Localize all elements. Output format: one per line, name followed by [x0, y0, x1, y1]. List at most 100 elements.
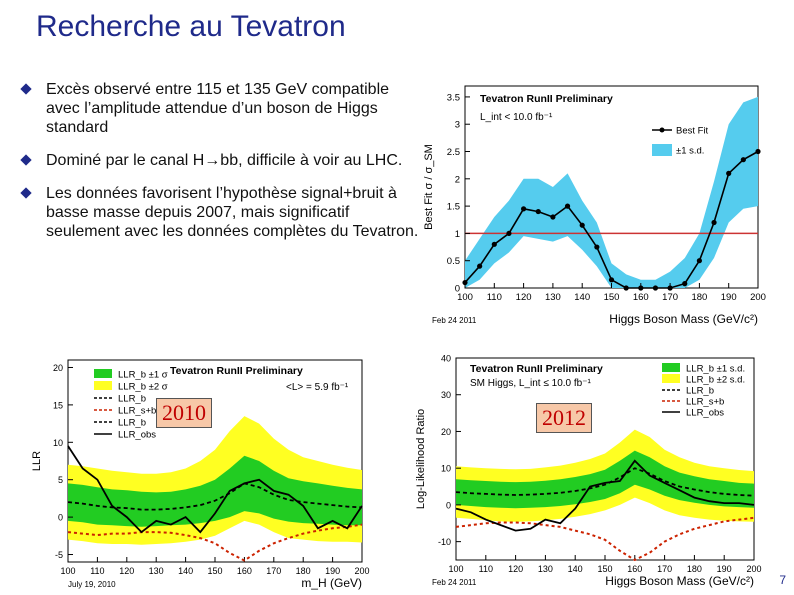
x-tick-label: 190	[325, 566, 340, 576]
llr-sb-line	[455, 516, 755, 562]
x-tick-label: 150	[207, 566, 222, 576]
legend-label: LLR_obs	[118, 430, 156, 441]
best-fit-point	[608, 277, 615, 283]
best-fit-point	[579, 222, 585, 228]
diamond-bullet-icon	[20, 187, 32, 199]
legend-swatch-band	[652, 144, 672, 156]
bullet-item: Excès observé entre 115 et 135 GeV compa…	[20, 80, 420, 137]
x-tick-label: 110	[90, 566, 104, 576]
y-tick-label: 30	[441, 390, 451, 400]
year-label-2010: 2010	[156, 398, 212, 428]
best-fit-point	[623, 285, 629, 291]
x-tick-label: 130	[538, 564, 553, 574]
bullet-item: Dominé par le canal H→bb, difficile à vo…	[20, 151, 420, 170]
llr-sb-line	[67, 523, 363, 562]
x-tick-label: 180	[296, 566, 311, 576]
best-fit-point	[638, 285, 644, 291]
x-tick-label: 120	[508, 564, 523, 574]
llr-obs-line	[455, 459, 755, 532]
best-fit-point	[462, 279, 468, 286]
best-fit-point	[726, 170, 732, 176]
best-fit-point	[711, 219, 717, 226]
bullet-list: Excès observé entre 115 et 135 GeV compa…	[20, 80, 420, 255]
best-fit-point	[506, 230, 512, 237]
x-tick-label: 130	[545, 292, 561, 303]
y-axis-label: Log-Likelihood Ratio	[415, 409, 427, 509]
x-tick-label: 200	[746, 564, 761, 574]
x-tick-label: 190	[721, 292, 737, 303]
llr-2010-chart: 100 110 120 130 140 150 160 170 180 190 200 -5 0 5 10 1…	[28, 352, 370, 590]
best-fit-point	[652, 285, 659, 291]
chart-date: July 19, 2010	[68, 580, 116, 589]
x-tick-label: 190	[717, 564, 732, 574]
legend-swatch-band	[94, 381, 112, 390]
y-tick-label: 10	[53, 438, 63, 448]
best-fit-point	[491, 241, 497, 247]
x-tick-label: 160	[627, 564, 642, 574]
x-axis-label: Higgs Boson Mass (GeV/c²)	[609, 312, 758, 326]
y-tick-label: 10	[441, 464, 451, 474]
legend-label: Best Fit	[676, 126, 709, 137]
x-tick-label: 150	[604, 292, 620, 303]
legend-label: LLR_s+b	[118, 406, 156, 417]
x-tick-label: 140	[568, 564, 583, 574]
bullet-text: Les données favorisent l’hypothèse signa…	[46, 185, 419, 240]
y-tick-label: 15	[53, 400, 63, 410]
y-tick-label: 0	[58, 513, 63, 523]
x-tick-label: 160	[237, 566, 252, 576]
best-fit-point	[696, 258, 702, 264]
legend-label: LLR_s+b	[686, 397, 724, 408]
y-tick-label: -10	[438, 537, 451, 547]
chart-date: Feb 24 2011	[432, 578, 477, 587]
x-tick-label: 100	[448, 564, 463, 574]
x-tick-label: 110	[479, 564, 493, 574]
x-tick-label: 100	[457, 292, 473, 303]
x-tick-label: 120	[119, 566, 134, 576]
page-number: 7	[779, 573, 786, 587]
best-fit-point	[755, 148, 761, 155]
chart-title: Tevatron RunII Preliminary	[480, 93, 613, 105]
llr-2012-chart-svg: 100 110 120 130 140 150 160 170 180 190 200 -10 0 10 2…	[415, 354, 762, 589]
legend-label: LLR_b	[118, 394, 146, 405]
y-tick-label: 3.5	[447, 92, 460, 103]
llr-b-line	[67, 482, 363, 511]
best-fit-point	[682, 281, 688, 287]
legend-label: LLR_b ±2 σ	[118, 382, 168, 393]
one-sigma-band	[465, 96, 758, 289]
y-tick-label: 20	[53, 363, 63, 373]
year-label-2012: 2012	[536, 403, 592, 433]
x-axis-label: m_H (GeV)	[301, 576, 362, 590]
chart-subtitle: SM Higgs, L_int ≤ 10.0 fb⁻¹	[470, 378, 591, 389]
legend-swatch-band	[662, 363, 680, 372]
y-tick-label: 20	[441, 427, 451, 437]
llr-obs-line	[67, 445, 363, 534]
x-tick-label: 140	[178, 566, 193, 576]
y-tick-label: 3	[455, 120, 460, 131]
best-fit-point	[667, 285, 673, 291]
chart-lumi: <L> = 5.9 fb⁻¹	[286, 382, 349, 393]
best-fit-point	[521, 206, 527, 212]
x-tick-label: 180	[687, 564, 702, 574]
legend-label: LLR_b ±1 σ	[118, 370, 168, 381]
best-fit-point	[594, 244, 600, 250]
bullet-item: Les données favorisent l’hypothèse signa…	[20, 184, 420, 241]
bullet-text: Dominé par le canal H→bb, difficile à vo…	[46, 152, 403, 169]
x-tick-label: 130	[149, 566, 164, 576]
y-axis-label: LLR	[31, 451, 43, 471]
best-fit-point	[535, 208, 541, 215]
llr-b-line	[455, 467, 755, 497]
legend-label: ±1 s.d.	[676, 146, 704, 157]
llr-2010-chart-svg: 100 110 120 130 140 150 160 170 180 190 200 -5 0 5 10 1…	[31, 359, 370, 590]
x-tick-label: 120	[516, 292, 532, 303]
x-tick-label: 170	[662, 292, 678, 303]
chart-lumi: L_int < 10.0 fb⁻¹	[480, 112, 553, 123]
y-tick-label: 1	[455, 229, 460, 240]
best-fit-point	[564, 203, 571, 209]
y-axis-label: Best Fit σ / σ_SM	[423, 144, 435, 230]
x-tick-label: 110	[487, 292, 502, 303]
x-tick-label: 200	[354, 566, 369, 576]
x-tick-label: 160	[633, 292, 649, 303]
x-tick-label: 150	[597, 564, 612, 574]
y-tick-label: 0	[455, 284, 460, 295]
x-tick-label: 180	[691, 292, 707, 303]
